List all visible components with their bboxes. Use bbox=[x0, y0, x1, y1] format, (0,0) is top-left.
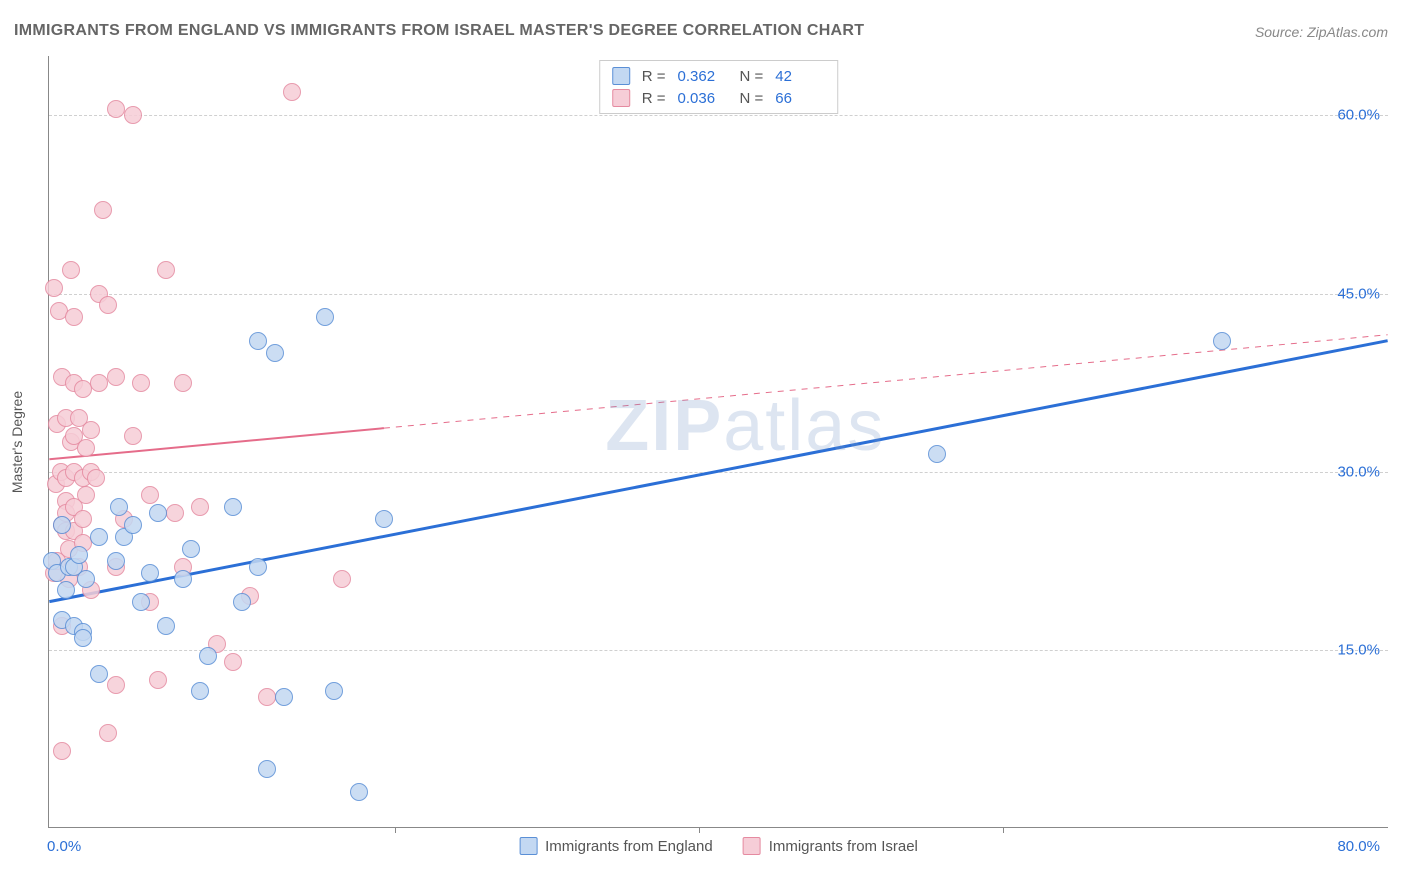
data-point bbox=[74, 380, 92, 398]
data-point bbox=[182, 540, 200, 558]
stat-r-label: R = bbox=[642, 90, 666, 107]
data-point bbox=[70, 546, 88, 564]
data-point bbox=[258, 760, 276, 778]
data-point bbox=[157, 617, 175, 635]
source-label: Source: ZipAtlas.com bbox=[1255, 24, 1388, 40]
data-point bbox=[199, 647, 217, 665]
stat-n-label: N = bbox=[740, 90, 764, 107]
data-point bbox=[53, 742, 71, 760]
data-point bbox=[174, 570, 192, 588]
data-point bbox=[141, 564, 159, 582]
data-point bbox=[45, 279, 63, 297]
legend-stat-row: R = 0.362 N = 42 bbox=[612, 65, 826, 87]
data-point bbox=[233, 593, 251, 611]
data-point bbox=[82, 421, 100, 439]
data-point bbox=[350, 783, 368, 801]
data-point bbox=[191, 498, 209, 516]
data-point bbox=[224, 498, 242, 516]
data-point bbox=[157, 261, 175, 279]
legend-series-label: Immigrants from England bbox=[545, 838, 713, 855]
data-point bbox=[124, 106, 142, 124]
data-point bbox=[224, 653, 242, 671]
data-point bbox=[258, 688, 276, 706]
data-point bbox=[77, 486, 95, 504]
data-point bbox=[90, 374, 108, 392]
data-point bbox=[141, 486, 159, 504]
data-point bbox=[99, 724, 117, 742]
data-point bbox=[928, 445, 946, 463]
swatch bbox=[612, 67, 630, 85]
x-axis-max-label: 80.0% bbox=[1337, 838, 1380, 855]
data-point bbox=[107, 552, 125, 570]
y-axis-title: Master's Degree bbox=[9, 390, 25, 492]
x-tick bbox=[699, 827, 700, 833]
data-point bbox=[166, 504, 184, 522]
data-point bbox=[99, 296, 117, 314]
trend-line-dashed bbox=[384, 335, 1388, 428]
legend-series-item: Immigrants from England bbox=[519, 837, 713, 855]
data-point bbox=[191, 682, 209, 700]
data-point bbox=[124, 516, 142, 534]
swatch bbox=[743, 837, 761, 855]
legend-stat-row: R = 0.036 N = 66 bbox=[612, 87, 826, 109]
stat-r-value: 0.362 bbox=[678, 68, 728, 85]
data-point bbox=[74, 629, 92, 647]
data-point bbox=[1213, 332, 1231, 350]
data-point bbox=[74, 510, 92, 528]
stat-n-value: 42 bbox=[775, 68, 825, 85]
legend-series-item: Immigrants from Israel bbox=[743, 837, 918, 855]
stat-n-label: N = bbox=[740, 68, 764, 85]
data-point bbox=[283, 83, 301, 101]
legend-series-label: Immigrants from Israel bbox=[769, 838, 918, 855]
data-point bbox=[77, 570, 95, 588]
data-point bbox=[249, 332, 267, 350]
data-point bbox=[110, 498, 128, 516]
data-point bbox=[333, 570, 351, 588]
data-point bbox=[316, 308, 334, 326]
stat-r-value: 0.036 bbox=[678, 90, 728, 107]
x-axis-min-label: 0.0% bbox=[47, 838, 81, 855]
data-point bbox=[174, 374, 192, 392]
chart-title: IMMIGRANTS FROM ENGLAND VS IMMIGRANTS FR… bbox=[14, 22, 864, 40]
legend-series: Immigrants from England Immigrants from I… bbox=[519, 837, 918, 855]
legend-stats: R = 0.362 N = 42 R = 0.036 N = 66 bbox=[599, 60, 839, 114]
data-point bbox=[87, 469, 105, 487]
data-point bbox=[57, 581, 75, 599]
swatch bbox=[612, 89, 630, 107]
data-point bbox=[62, 261, 80, 279]
data-point bbox=[132, 374, 150, 392]
data-point bbox=[149, 671, 167, 689]
data-point bbox=[107, 100, 125, 118]
data-point bbox=[132, 593, 150, 611]
stat-r-label: R = bbox=[642, 68, 666, 85]
data-point bbox=[124, 427, 142, 445]
x-tick bbox=[395, 827, 396, 833]
data-point bbox=[90, 528, 108, 546]
data-point bbox=[107, 368, 125, 386]
swatch bbox=[519, 837, 537, 855]
data-point bbox=[275, 688, 293, 706]
data-point bbox=[149, 504, 167, 522]
data-point bbox=[266, 344, 284, 362]
data-point bbox=[90, 665, 108, 683]
data-point bbox=[65, 308, 83, 326]
stat-n-value: 66 bbox=[775, 90, 825, 107]
data-point bbox=[375, 510, 393, 528]
data-point bbox=[107, 676, 125, 694]
data-point bbox=[94, 201, 112, 219]
data-point bbox=[249, 558, 267, 576]
trend-lines bbox=[49, 56, 1388, 827]
trend-line-solid bbox=[49, 428, 384, 459]
chart-plot-area: Master's Degree ZIPatlas 15.0%30.0%45.0%… bbox=[48, 56, 1388, 828]
x-tick bbox=[1003, 827, 1004, 833]
data-point bbox=[53, 516, 71, 534]
data-point bbox=[77, 439, 95, 457]
data-point bbox=[325, 682, 343, 700]
